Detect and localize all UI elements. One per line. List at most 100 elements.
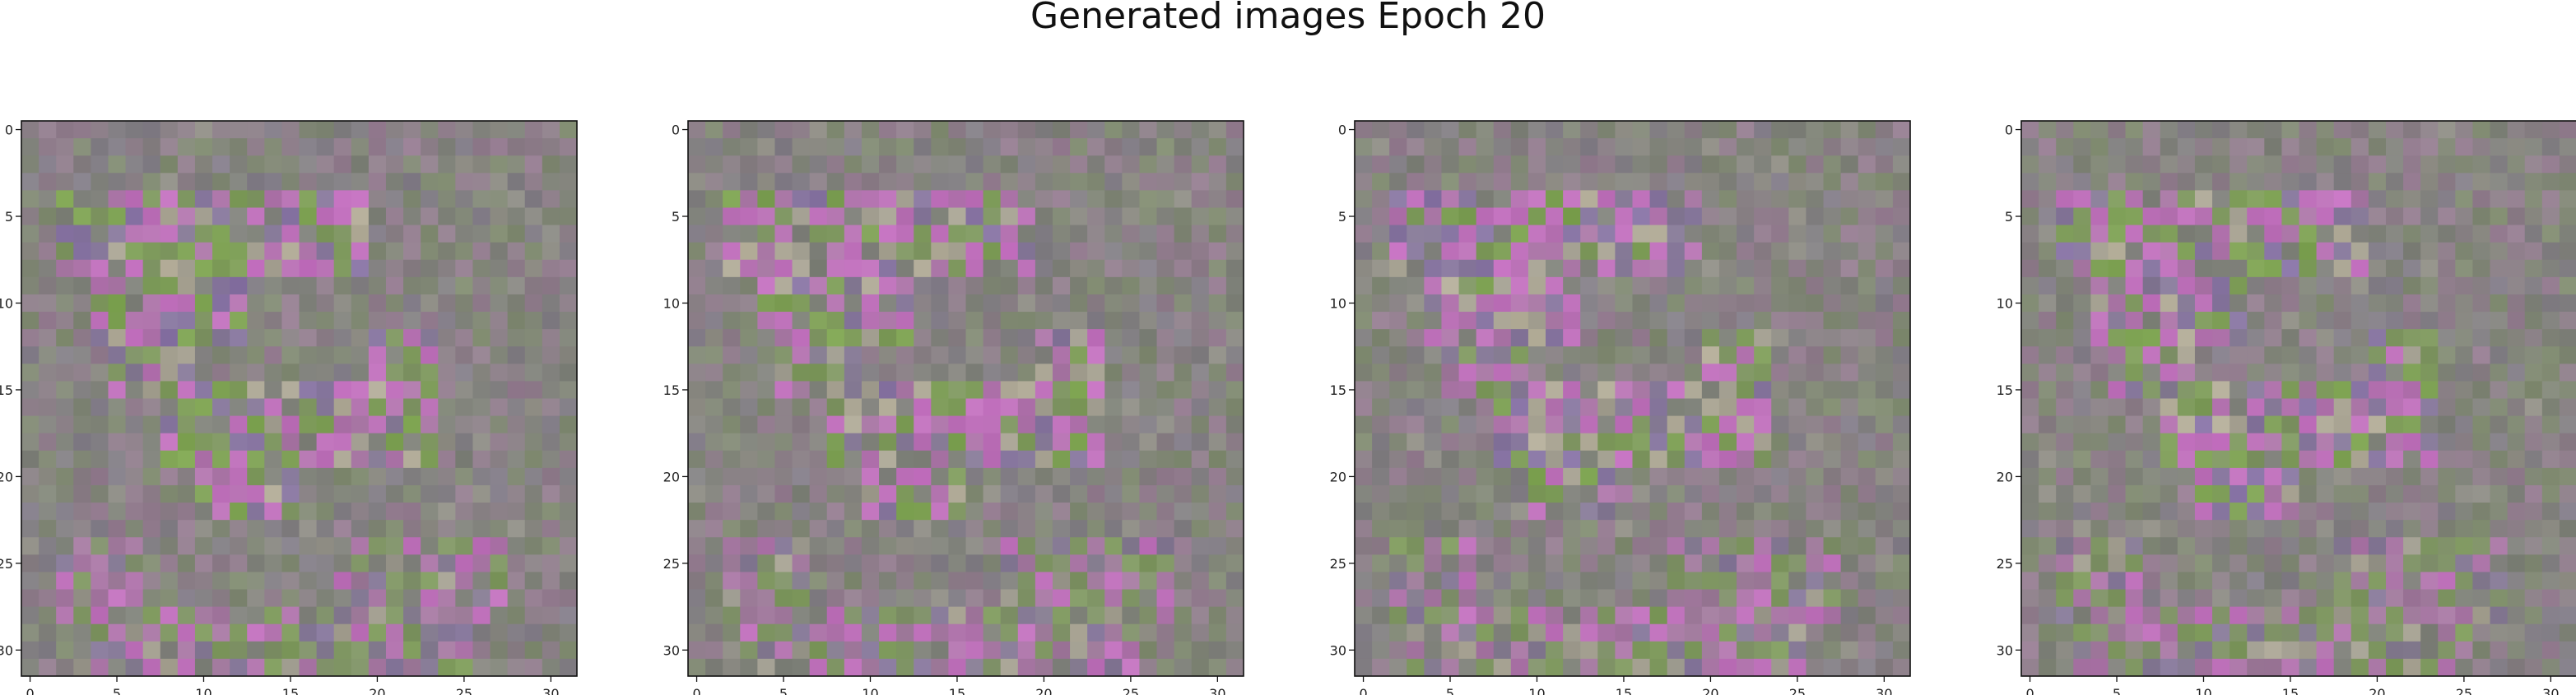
image-pixel xyxy=(983,242,1002,261)
image-pixel xyxy=(1771,606,1789,625)
image-pixel xyxy=(2281,554,2299,572)
image-pixel xyxy=(1718,450,1737,469)
image-pixel xyxy=(2507,450,2526,469)
image-pixel xyxy=(931,242,949,261)
image-pixel xyxy=(524,259,543,278)
image-pixel xyxy=(1476,225,1495,243)
image-pixel xyxy=(1372,503,1390,521)
image-pixel xyxy=(2142,415,2161,434)
image-pixel xyxy=(965,121,984,139)
image-pixel xyxy=(1737,433,1755,452)
image-pixel xyxy=(2368,329,2387,347)
image-pixel xyxy=(2247,121,2265,139)
image-pixel xyxy=(281,329,300,347)
image-pixel xyxy=(177,381,196,399)
image-pixel xyxy=(2247,398,2265,417)
image-pixel xyxy=(2455,312,2473,330)
image-pixel xyxy=(73,503,91,521)
image-pixel xyxy=(247,606,265,625)
image-pixel xyxy=(2559,520,2576,538)
image-pixel xyxy=(861,242,880,261)
image-pixel xyxy=(2316,554,2335,572)
image-pixel xyxy=(264,276,282,295)
image-pixel xyxy=(2403,173,2421,191)
image-pixel xyxy=(1806,155,1825,174)
image-pixel xyxy=(2438,537,2456,555)
image-pixel xyxy=(264,520,282,538)
image-pixel xyxy=(559,554,578,572)
image-pixel xyxy=(455,312,473,330)
image-pixel xyxy=(792,658,811,677)
image-pixel xyxy=(879,537,897,555)
image-pixel xyxy=(965,623,984,642)
image-pixel xyxy=(2524,554,2543,572)
image-pixel xyxy=(2299,121,2318,139)
image-pixel xyxy=(809,623,828,642)
image-pixel xyxy=(1104,276,1123,295)
image-pixel xyxy=(2230,329,2248,347)
image-pixel xyxy=(1875,450,1894,469)
image-pixel xyxy=(39,329,57,347)
image-pixel xyxy=(1493,658,1512,677)
image-pixel xyxy=(1546,658,1564,677)
image-pixel xyxy=(177,155,196,174)
image-pixel xyxy=(490,641,509,660)
image-pixel xyxy=(1546,503,1564,521)
image-pixel xyxy=(861,190,880,208)
image-pixel xyxy=(39,623,57,642)
image-pixel xyxy=(247,207,265,226)
image-pixel xyxy=(2420,276,2439,295)
image-pixel xyxy=(351,641,370,660)
image-pixel xyxy=(1754,606,1772,625)
image-pixel xyxy=(507,589,526,608)
image-pixel xyxy=(1087,364,1105,382)
image-pixel xyxy=(914,572,932,591)
image-pixel xyxy=(1684,259,1703,278)
image-pixel xyxy=(1667,121,1686,139)
image-pixel xyxy=(1580,484,1598,503)
image-pixel xyxy=(844,294,863,313)
image-pixel xyxy=(403,537,421,555)
image-pixel xyxy=(2230,467,2248,486)
image-pixel xyxy=(826,537,845,555)
image-pixel xyxy=(2385,450,2404,469)
image-pixel xyxy=(1122,520,1140,538)
image-pixel xyxy=(2299,415,2318,434)
image-pixel xyxy=(1458,641,1477,660)
image-pixel xyxy=(2056,537,2074,555)
image-pixel xyxy=(1701,190,1720,208)
image-pixel xyxy=(1372,467,1390,486)
image-pixel xyxy=(2420,190,2439,208)
image-pixel xyxy=(1771,121,1789,139)
image-pixel xyxy=(1527,381,1546,399)
image-pixel xyxy=(914,346,932,364)
image-pixel xyxy=(1771,537,1789,555)
image-pixel xyxy=(316,433,335,452)
image-pixel xyxy=(1355,398,1373,417)
image-pixel xyxy=(948,364,966,382)
image-pixel xyxy=(2281,276,2299,295)
image-pixel xyxy=(879,276,897,295)
image-pixel xyxy=(723,381,741,399)
image-pixel xyxy=(2247,190,2265,208)
image-pixel xyxy=(1840,276,1859,295)
image-pixel xyxy=(1407,415,1425,434)
image-pixel xyxy=(1156,259,1175,278)
image-pixel xyxy=(965,329,984,347)
image-pixel xyxy=(896,484,914,503)
image-pixel xyxy=(1858,641,1876,660)
image-pixel xyxy=(740,294,758,313)
image-pixel xyxy=(2420,173,2439,191)
image-pixel xyxy=(1546,554,1564,572)
image-pixel xyxy=(1087,520,1105,538)
image-pixel xyxy=(1632,623,1651,642)
image-pixel xyxy=(1684,312,1703,330)
image-pixel xyxy=(73,641,91,660)
image-pixel xyxy=(2125,398,2144,417)
image-pixel xyxy=(2559,138,2576,156)
image-pixel xyxy=(108,190,127,208)
image-pixel xyxy=(2350,121,2369,139)
image-pixel xyxy=(2316,329,2335,347)
image-pixel xyxy=(1208,242,1227,261)
image-pixel xyxy=(1191,381,1210,399)
